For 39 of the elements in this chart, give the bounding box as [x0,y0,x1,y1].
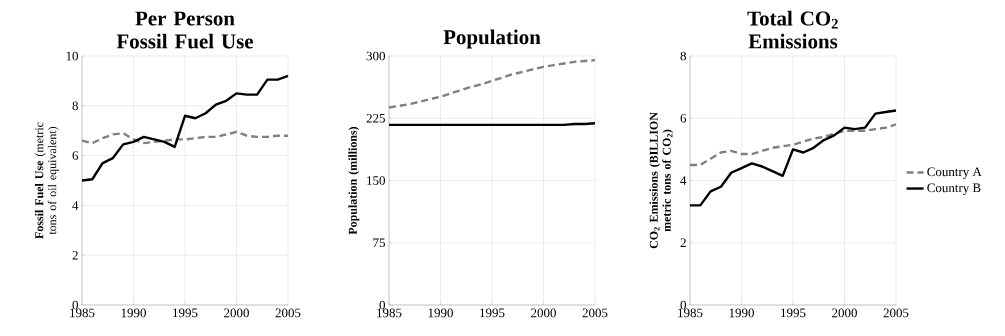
y-tick-label: 2 [680,238,686,248]
y-tick-label: 0 [72,300,78,310]
chart-title: Per Person Fossil Fuel Use [116,11,254,49]
x-tick-label: 1995 [480,308,505,318]
x-tick-label: 2005 [275,308,301,318]
x-tick-label: 1990 [121,308,146,318]
y-tick-label: 8 [72,101,78,111]
y-tick-label: 0 [379,300,385,310]
legend-label: Country B [927,183,981,195]
x-tick-label: 1985 [70,308,95,318]
y-tick-label: 300 [366,51,385,61]
line-series [80,74,290,182]
y-tick-label: 4 [680,176,687,185]
y-tick-label: 2 [72,250,78,260]
y-tick-label: 225 [366,113,385,123]
x-tick-label: 1995 [781,308,806,318]
line-series [688,109,898,207]
chart-title: Total CO$_{2}$ Emissions [747,10,838,49]
legend-label: Country A [927,167,982,179]
x-tick-label: 2000 [531,308,556,318]
x-tick-label: 2000 [832,308,857,318]
x-tick-label: 1990 [729,308,754,318]
x-tick-label: 1995 [173,308,198,318]
x-tick-label: 2005 [582,308,608,318]
y-tick-label: 150 [367,176,385,185]
x-tick-label: 1985 [678,308,703,318]
y-tick-label: 4 [72,201,79,210]
y-tick-label: 75 [373,238,385,248]
x-tick-label: 1985 [377,308,402,318]
y-tick-label: 6 [680,113,687,123]
x-tick-label: 2005 [883,308,909,318]
y-axis-title: Population (millions) [348,126,360,235]
y-tick-label: 10 [66,51,78,61]
y-tick-label: 8 [680,51,686,61]
y-tick-label: 0 [680,300,686,310]
chart-title: Population [443,29,541,49]
y-tick-label: 6 [72,151,79,160]
x-tick-label: 1990 [428,308,453,318]
x-tick-label: 2000 [224,308,249,318]
